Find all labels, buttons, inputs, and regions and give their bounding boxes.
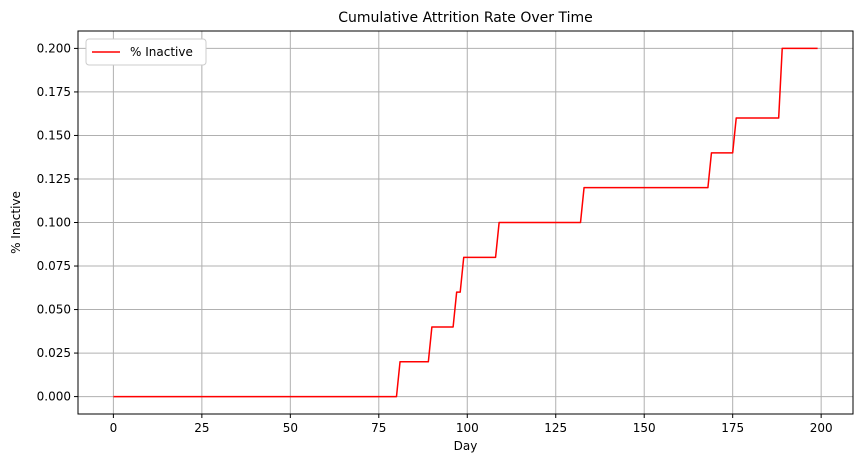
y-tick-label: 0.100 xyxy=(37,216,71,230)
y-tick-label: 0.125 xyxy=(37,172,71,186)
y-tick-label: 0.050 xyxy=(37,303,71,317)
y-tick-label: 0.200 xyxy=(37,41,71,55)
legend-label: % Inactive xyxy=(130,45,193,59)
x-tick-label: 200 xyxy=(810,421,833,435)
ticks: 0 25 50 75 100 125 150 175 200 0.000 0.025 0.050 0.0… xyxy=(37,41,833,435)
y-tick-label: 0.025 xyxy=(37,346,71,360)
series-layer xyxy=(113,47,818,398)
x-tick-label: 25 xyxy=(194,421,209,435)
x-tick-label: 175 xyxy=(721,421,744,435)
chart-title: Cumulative Attrition Rate Over Time xyxy=(338,10,593,26)
legend-box xyxy=(85,38,207,66)
grid xyxy=(78,31,853,414)
y-axis-label: % Inactive xyxy=(9,191,23,254)
y-tick-label: 0.075 xyxy=(37,259,71,273)
x-tick-label: 50 xyxy=(283,421,298,435)
x-tick-label: 75 xyxy=(371,421,386,435)
y-tick-label: 0.150 xyxy=(37,128,71,142)
legend: % Inactive xyxy=(85,38,207,66)
x-tick-label: 150 xyxy=(633,421,656,435)
series-line xyxy=(113,47,818,398)
y-tick-label: 0.000 xyxy=(37,390,71,404)
y-tick-label: 0.175 xyxy=(37,85,71,99)
x-tick-label: 100 xyxy=(456,421,479,435)
x-axis-label: Day xyxy=(454,439,478,453)
x-tick-label: 0 xyxy=(110,421,118,435)
x-tick-label: 125 xyxy=(544,421,567,435)
